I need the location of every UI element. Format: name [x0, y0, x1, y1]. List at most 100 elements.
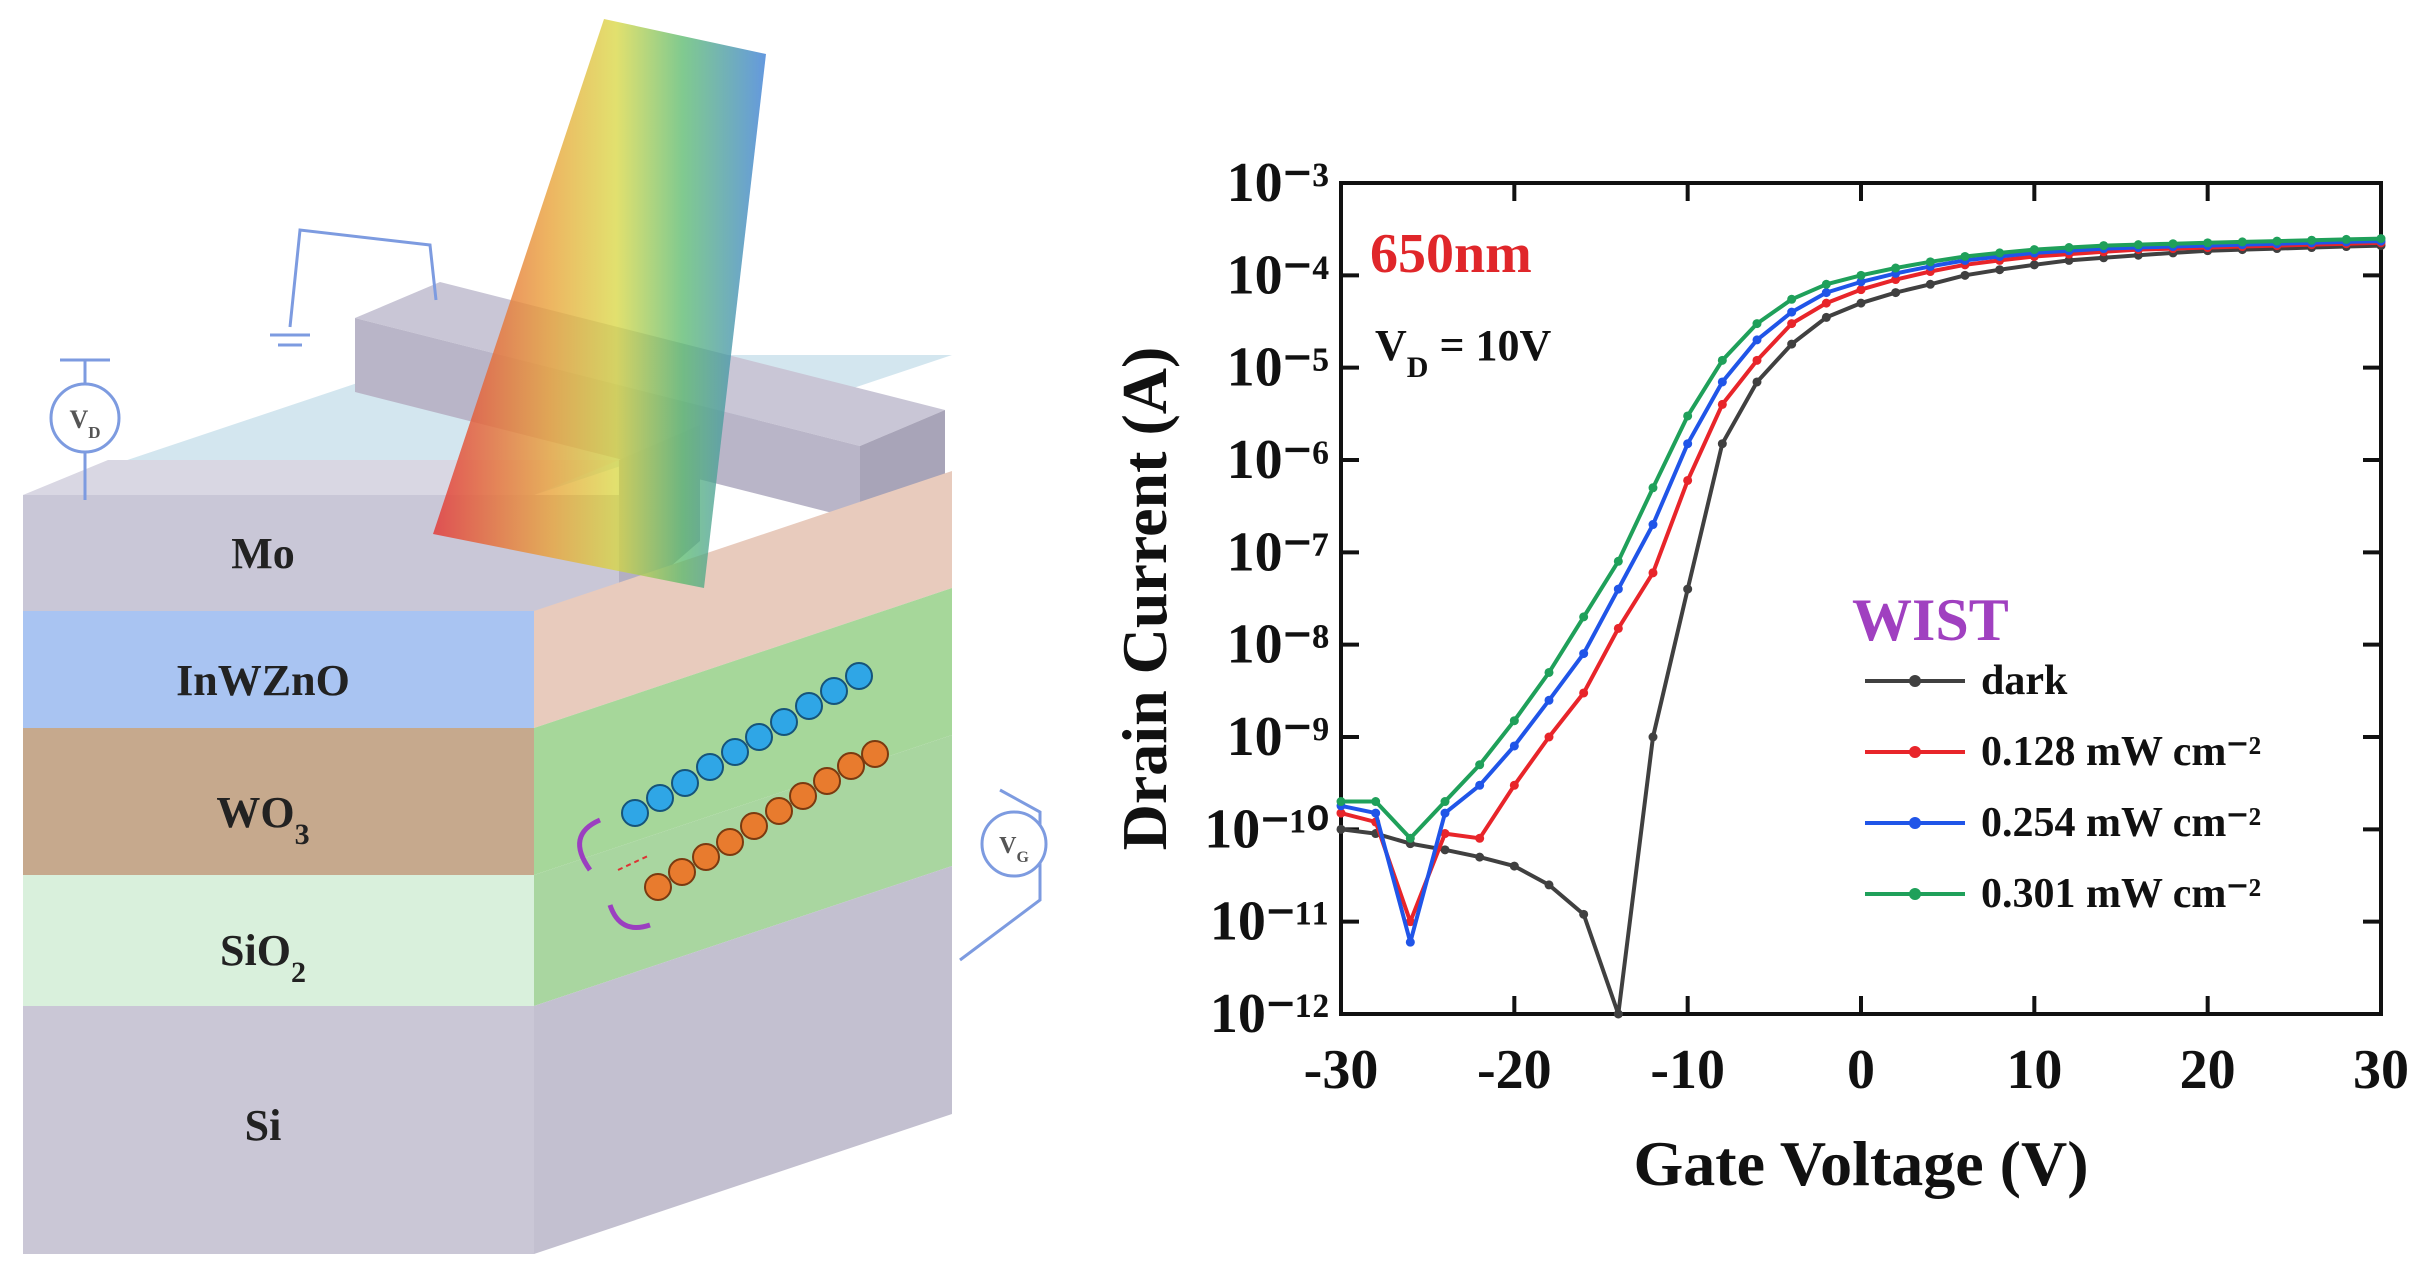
series-marker: [1405, 917, 1415, 927]
y-tick-label: 10⁻¹¹: [1210, 891, 1329, 953]
series-marker: [1717, 355, 1727, 365]
light-beam: [433, 19, 766, 588]
x-tick-label: 20: [2180, 1039, 2236, 1101]
legend-label: 0.301 mW cm⁻²: [1981, 871, 2261, 917]
series-marker: [2203, 238, 2213, 248]
series-marker: [1440, 797, 1450, 807]
series-marker: [1787, 319, 1797, 329]
vg-label-sub: G: [1016, 849, 1029, 866]
annotation-main: V: [1375, 321, 1407, 370]
series-marker: [2064, 255, 2074, 265]
series-marker: [1475, 760, 1485, 770]
ground-wire: [288, 228, 438, 328]
series-marker: [2168, 239, 2178, 249]
layer-label: InWZnO: [176, 656, 350, 705]
si-layer: [23, 1006, 534, 1254]
legend-marker: [1909, 675, 1921, 687]
series-marker: [1371, 808, 1381, 818]
annotation: VD = 10V: [1375, 321, 1552, 384]
x-tick-label: 10: [2006, 1039, 2062, 1101]
series-marker: [1613, 1009, 1623, 1019]
layer-label: Mo: [231, 529, 295, 578]
series-marker: [1925, 279, 1935, 289]
series-marker: [1440, 845, 1450, 855]
series-marker: [1856, 285, 1866, 295]
series-marker: [2029, 245, 2039, 255]
electron-row: [621, 662, 873, 827]
chart: 10⁻¹² 10⁻¹¹ 10⁻¹⁰ 10⁻⁹ 10⁻⁸ 10⁻⁷ 10⁻⁶ 10⁻⁵ 10⁻⁴ 1…: [1109, 152, 2409, 1199]
series-marker: [1475, 852, 1485, 862]
series-marker: [2133, 240, 2143, 250]
series-marker: [2272, 236, 2282, 246]
series-marker: [1856, 298, 1866, 308]
series-marker: [1336, 824, 1346, 834]
y-tick-label: 10⁻⁴: [1227, 244, 1330, 306]
hole-row: [644, 740, 889, 901]
series-marker: [1579, 688, 1589, 698]
layer-label: Si: [245, 1101, 282, 1150]
series-marker: [1717, 399, 1727, 409]
series-marker: [1891, 288, 1901, 298]
series-marker: [1613, 623, 1623, 633]
series-marker: [1683, 584, 1693, 594]
series-marker: [1648, 568, 1658, 578]
wo3-layer: [23, 728, 534, 875]
series-marker: [1752, 319, 1762, 329]
series-marker: [2376, 234, 2386, 244]
series-marker: [1613, 556, 1623, 566]
x-tick-label: 30: [2353, 1039, 2409, 1101]
y-tick-label: 10⁻⁵: [1227, 337, 1329, 399]
series-marker: [2307, 235, 2317, 245]
series-marker: [1821, 312, 1831, 322]
legend-marker: [1909, 888, 1921, 900]
series-marker: [1717, 377, 1727, 387]
layer-label-main: Mo: [231, 529, 295, 578]
series-marker: [1440, 808, 1450, 818]
vd-label-main: V: [69, 405, 88, 434]
y-tick-label: 10⁻⁸: [1227, 614, 1329, 676]
series-marker: [1648, 732, 1658, 742]
vg-source: [980, 810, 1048, 878]
legend-label: 0.128 mW cm⁻²: [1981, 729, 2261, 775]
layer-label: SiO2: [220, 926, 306, 989]
series-marker: [1544, 667, 1554, 677]
legend-marker: [1909, 817, 1921, 829]
vg-label: VG: [999, 833, 1029, 866]
series-marker: [2341, 234, 2351, 244]
vd-label-sub: D: [88, 423, 100, 442]
series-marker: [1960, 251, 1970, 261]
series-marker: [1509, 716, 1519, 726]
series-marker: [1683, 411, 1693, 421]
series-marker: [1579, 612, 1589, 622]
series-marker: [1891, 275, 1901, 285]
series-marker: [1752, 335, 1762, 345]
series-marker: [1925, 257, 1935, 267]
layer-label-main: WO: [216, 788, 294, 837]
series-marker: [1613, 584, 1623, 594]
series-marker: [1475, 833, 1485, 843]
series-marker: [1787, 307, 1797, 317]
series-marker: [2099, 241, 2109, 251]
legend-title: WIST: [1852, 587, 2009, 653]
series-marker: [1752, 355, 1762, 365]
series-marker: [1683, 475, 1693, 485]
series-marker: [1821, 279, 1831, 289]
y-tick-label: 10⁻¹⁰: [1204, 798, 1329, 860]
vd-source: [49, 382, 121, 454]
series-marker: [1787, 339, 1797, 349]
series-marker: [1509, 780, 1519, 790]
series-marker: [1544, 732, 1554, 742]
series-marker: [1995, 248, 2005, 258]
vg-label-main: V: [999, 833, 1017, 859]
series-marker: [1579, 649, 1589, 659]
x-tick-label: -20: [1477, 1039, 1552, 1101]
layer-label-main: InWZnO: [176, 656, 350, 705]
series-marker: [1544, 880, 1554, 890]
series-marker: [1509, 741, 1519, 751]
series-marker: [1683, 439, 1693, 449]
inwzno-side: [534, 471, 952, 728]
inwzno-layer: [23, 611, 534, 728]
series-marker: [1960, 270, 1970, 280]
